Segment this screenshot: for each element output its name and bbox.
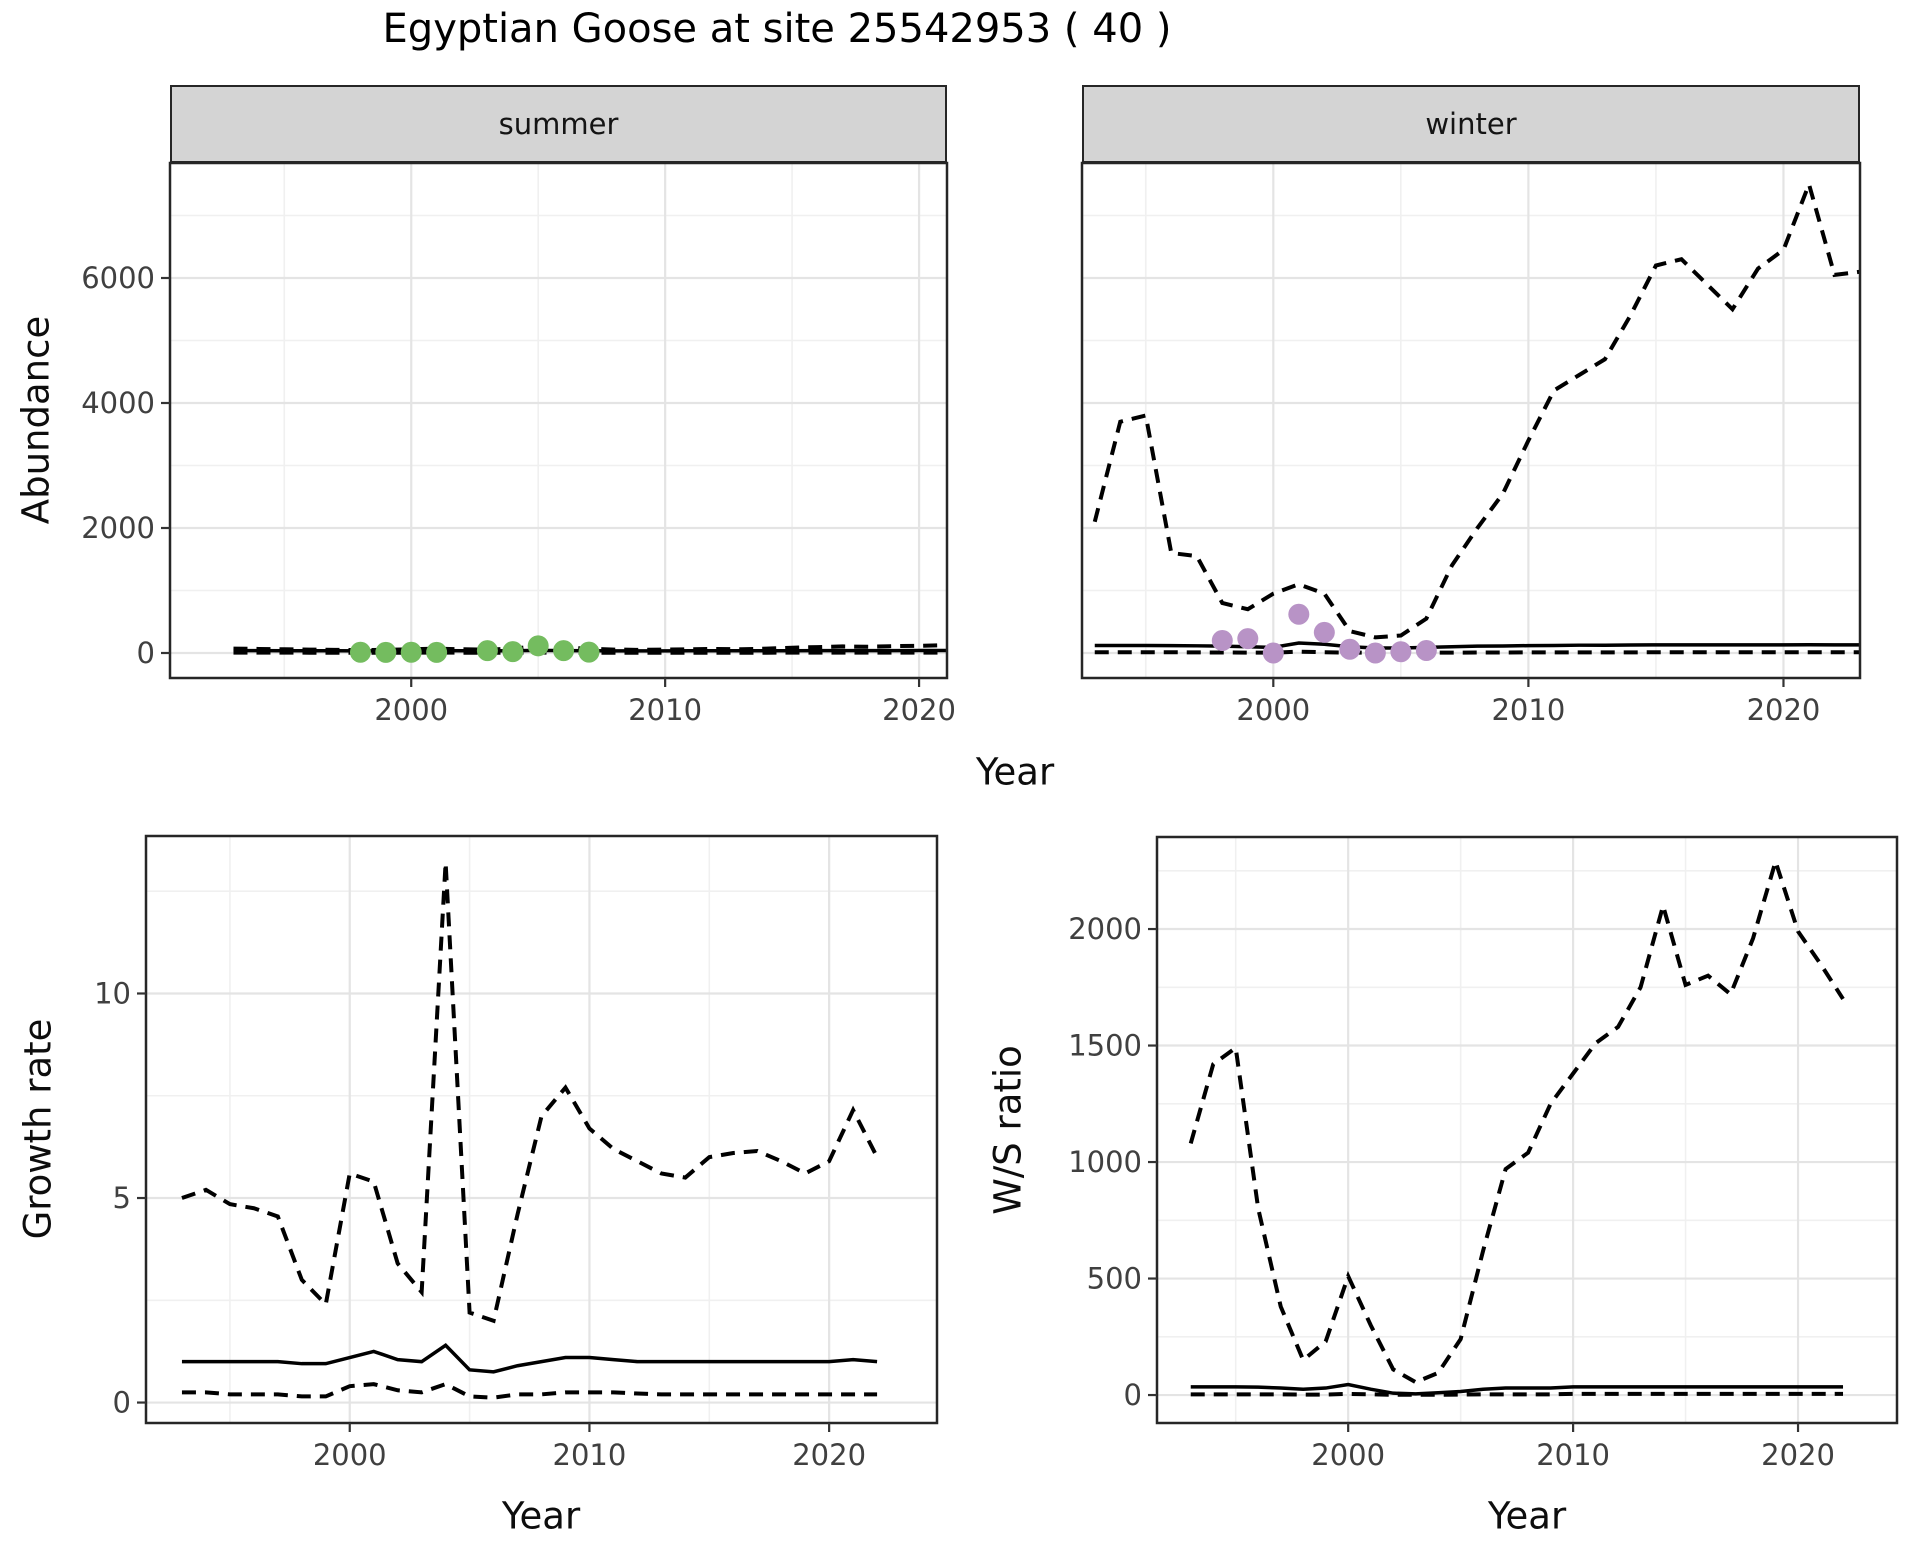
y-axis-title-ws-ratio: W/S ratio <box>987 1045 1030 1215</box>
data-point-observed-counts <box>476 640 498 662</box>
panel-abundance-summer: 2000 2010 2020 0 2000 4000 6000 <box>81 161 956 727</box>
chart-title: Egyptian Goose at site 25542953 ( 40 ) <box>382 6 1172 52</box>
series-estimate <box>181 1343 878 1374</box>
facet-strip-winter: winter <box>1082 85 1860 163</box>
data-point-observed-counts <box>375 641 397 663</box>
series-group <box>181 862 879 1400</box>
panel-abundance-winter: 2000 2010 2020 <box>1080 161 1862 727</box>
series-group <box>1092 177 1860 664</box>
panel-growth-rate: 2000 2010 2020 0 5 10 <box>94 834 939 1472</box>
panel-border <box>144 834 939 1425</box>
panel-border <box>1080 161 1862 680</box>
series-upper_ci <box>181 862 879 1324</box>
x-axis-tick-label: 2000 <box>1311 1438 1385 1472</box>
panel-ws-ratio: 2000 2010 2020 0 500 1000 1500 2000 <box>1068 835 1899 1472</box>
y-axis-tick-label: 2000 <box>1068 912 1142 946</box>
facet-strip-summer: summer <box>170 85 947 163</box>
data-point-observed-counts <box>349 641 371 663</box>
data-point-observed-counts <box>1237 628 1259 650</box>
x-axis-tick-label: 2010 <box>1536 1438 1610 1472</box>
y-axis-tick-label: 5 <box>113 1181 131 1215</box>
x-axis-tick-label: 2000 <box>313 1438 387 1472</box>
x-axis-tick-label: 2020 <box>792 1438 866 1472</box>
series-estimate <box>1190 1382 1844 1396</box>
series-upper_ci <box>1092 177 1860 640</box>
data-point-observed-counts <box>1262 642 1284 664</box>
x-axis-tick-label: 2020 <box>1761 1438 1835 1472</box>
y-axis-tick-label: 500 <box>1087 1262 1142 1296</box>
data-point-observed-counts <box>426 641 448 663</box>
data-point-observed-counts <box>553 640 575 662</box>
y-axis-tick-label: 0 <box>137 636 155 670</box>
x-axis-tick-label: 2010 <box>553 1438 627 1472</box>
data-point-observed-counts <box>1288 603 1310 625</box>
x-axis-tick-label: 2020 <box>1747 693 1821 727</box>
x-axis-title-year-growth: Year <box>501 1495 581 1538</box>
x-axis-tick-label: 2000 <box>374 693 448 727</box>
data-point-observed-counts <box>1415 640 1437 661</box>
series-estimate <box>1094 641 1860 650</box>
x-axis-tick-label: 2010 <box>1491 693 1565 727</box>
x-axis-tick-label: 2020 <box>882 693 956 727</box>
y-axis-title-growth-rate: Growth rate <box>17 1019 60 1240</box>
data-point-observed-counts <box>1339 638 1361 660</box>
y-axis-tick-label: 10 <box>94 976 131 1010</box>
y-axis-tick-label: 4000 <box>81 386 155 420</box>
series-lower_ci <box>1094 649 1860 655</box>
y-axis-tick-label: 0 <box>1124 1378 1142 1412</box>
y-axis-title-abundance: Abundance <box>15 316 58 524</box>
x-axis-title-year-ws: Year <box>1487 1495 1567 1538</box>
data-point-observed-counts <box>1313 621 1335 643</box>
y-axis-tick-label: 6000 <box>81 261 155 295</box>
data-point-observed-counts <box>1211 630 1233 651</box>
panel-border <box>168 161 949 680</box>
series-lower_ci <box>1190 1391 1844 1397</box>
x-axis-tick-label: 2000 <box>1236 693 1310 727</box>
y-axis-tick-label: 1000 <box>1068 1145 1142 1179</box>
series-group <box>1188 854 1845 1397</box>
x-axis-tick-label: 2010 <box>628 693 702 727</box>
y-axis-tick-label: 0 <box>113 1386 131 1420</box>
data-point-observed-counts <box>1390 641 1412 663</box>
x-axis-title-year-top: Year <box>975 751 1055 794</box>
y-axis-tick-label: 2000 <box>81 511 155 545</box>
facet-strip-label: summer <box>498 107 619 141</box>
data-point-observed-counts <box>527 635 549 657</box>
series-lower_ci <box>181 1381 878 1400</box>
data-point-observed-counts <box>1364 642 1386 664</box>
data-point-observed-counts <box>502 641 524 663</box>
data-point-observed-counts <box>400 641 422 663</box>
series-upper_ci <box>1188 854 1845 1385</box>
y-axis-tick-label: 1500 <box>1068 1029 1142 1063</box>
data-point-observed-counts <box>578 641 600 663</box>
series-group <box>233 635 947 663</box>
facet-strip-label: winter <box>1425 107 1517 141</box>
panel-border <box>1155 835 1899 1425</box>
